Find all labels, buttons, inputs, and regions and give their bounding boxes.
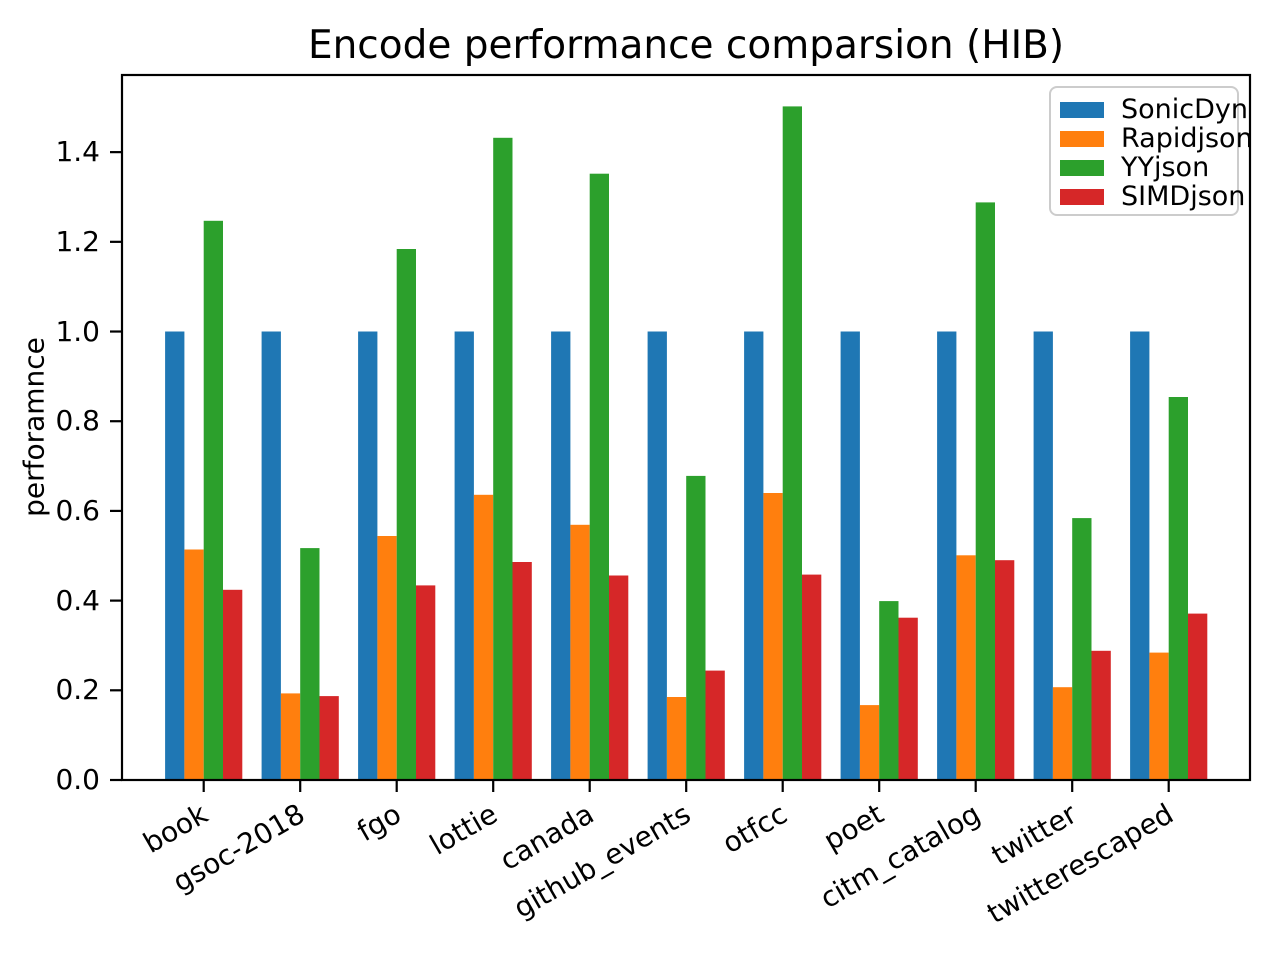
bar-YYjson-fgo	[396, 249, 416, 780]
bar-SonicDyn-twitter	[1033, 331, 1053, 780]
legend-item: YYjson	[1060, 153, 1227, 182]
legend: SonicDyn Rapidjson YYjson SIMDjson	[1049, 86, 1253, 216]
y-tick-label: 0.8	[55, 404, 100, 438]
bar-SIMDjson-lottie	[512, 562, 532, 780]
legend-swatch-yyjson	[1060, 159, 1104, 176]
bar-SonicDyn-canada	[551, 331, 571, 780]
bar-Rapidjson-twitterescaped	[1149, 652, 1169, 780]
legend-label: Rapidjson	[1121, 123, 1253, 154]
bar-SonicDyn-poet	[840, 331, 860, 780]
bar-YYjson-twitter	[1072, 518, 1092, 780]
y-tick-label: 1.4	[55, 135, 100, 169]
legend-label: SIMDjson	[1121, 181, 1246, 212]
legend-swatch-sonicdyn	[1060, 101, 1104, 118]
ticks-layer	[110, 151, 1170, 792]
legend-item: SonicDyn	[1060, 95, 1248, 124]
chart-title: Encode performance comparsion (HIB)	[307, 23, 1065, 68]
bar-SIMDjson-gsoc-2018	[319, 696, 339, 780]
bar-SIMDjson-twitter	[1091, 650, 1111, 780]
bar-SIMDjson-fgo	[416, 585, 436, 780]
legend-item: Rapidjson	[1060, 124, 1253, 153]
bar-YYjson-otfcc	[782, 106, 802, 780]
bar-Rapidjson-citm_catalog	[956, 555, 976, 780]
legend-label: SonicDyn	[1121, 94, 1248, 125]
bar-Rapidjson-book	[184, 549, 204, 780]
y-tick-label: 0.2	[55, 673, 100, 707]
bar-Rapidjson-lottie	[473, 494, 494, 780]
legend-item: SIMDjson	[1060, 182, 1245, 211]
bar-Rapidjson-canada	[570, 524, 590, 780]
bar-SonicDyn-github_events	[647, 331, 667, 780]
bar-SIMDjson-github_events	[705, 670, 725, 780]
bar-SonicDyn-otfcc	[744, 331, 764, 780]
y-tick-label: 1.0	[55, 314, 100, 348]
bar-YYjson-canada	[589, 173, 609, 780]
bar-YYjson-book	[203, 220, 223, 781]
bar-YYjson-poet	[879, 601, 899, 780]
bar-SIMDjson-citm_catalog	[995, 560, 1015, 780]
y-tick-label: 0.4	[55, 583, 100, 617]
bar-SonicDyn-book	[165, 331, 185, 780]
bar-Rapidjson-twitter	[1052, 687, 1073, 780]
bar-SIMDjson-poet	[898, 617, 918, 780]
bar-SIMDjson-twitterescaped	[1188, 613, 1208, 780]
bar-Rapidjson-github_events	[666, 697, 687, 780]
axes-box	[120, 73, 1252, 782]
bar-YYjson-lottie	[493, 137, 513, 781]
bar-YYjson-twitterescaped	[1168, 397, 1188, 780]
bars-layer	[165, 106, 1208, 781]
bar-YYjson-gsoc-2018	[300, 548, 320, 780]
bar-SonicDyn-gsoc-2018	[261, 331, 281, 780]
bar-Rapidjson-poet	[859, 705, 880, 780]
bar-SonicDyn-lottie	[454, 331, 474, 780]
bar-SIMDjson-otfcc	[802, 574, 822, 780]
bar-Rapidjson-fgo	[377, 536, 397, 780]
bar-SonicDyn-fgo	[358, 331, 378, 780]
y-tick-label: 1.2	[55, 224, 100, 258]
bar-Rapidjson-otfcc	[763, 493, 783, 780]
y-tick-label: 0.0	[55, 763, 100, 796]
bar-SonicDyn-citm_catalog	[937, 331, 957, 780]
bar-SonicDyn-twitterescaped	[1130, 331, 1150, 780]
bar-SIMDjson-book	[223, 589, 243, 780]
legend-swatch-rapidjson	[1060, 130, 1104, 147]
bar-YYjson-github_events	[686, 475, 706, 780]
bar-YYjson-citm_catalog	[975, 202, 995, 780]
y-tick-label: 0.6	[55, 493, 100, 527]
bar-Rapidjson-gsoc-2018	[280, 693, 301, 780]
legend-label: YYjson	[1121, 152, 1210, 183]
legend-swatch-simdjson	[1060, 188, 1104, 205]
bar-SIMDjson-canada	[609, 575, 629, 780]
